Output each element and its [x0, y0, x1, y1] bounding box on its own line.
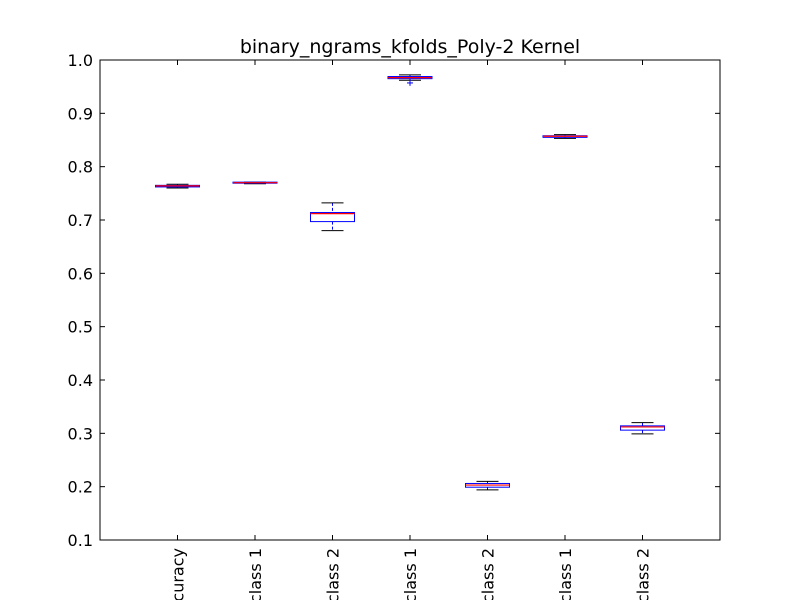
y-tick-label: 0.6 — [68, 264, 93, 283]
y-tick-label: 1.0 — [68, 51, 93, 70]
y-axis: 0.1 0.2 0.3 0.4 0.5 0.6 0.7 0.8 0.9 1.0 — [68, 51, 720, 550]
y-tick-label: 0.9 — [68, 104, 93, 123]
box-3 — [310, 202, 355, 232]
box-2 — [232, 181, 278, 185]
x-tick-label: curacy — [169, 548, 188, 600]
x-tick-label: class 2 — [324, 548, 343, 600]
x-tick-label: class 1 — [246, 548, 265, 600]
box-6 — [542, 134, 588, 139]
x-tick-label: class 1 — [401, 548, 420, 600]
box-4 — [387, 74, 433, 86]
x-tick-label: class 2 — [634, 548, 653, 600]
y-tick-label: 0.4 — [68, 371, 93, 390]
iqr-box — [310, 212, 355, 223]
box-5 — [465, 480, 510, 491]
y-tick-label: 0.1 — [68, 531, 93, 550]
plot-area — [99, 59, 721, 541]
x-axis: curacy class 1 class 2 class 1 class 2 class … — [169, 60, 653, 603]
chart-title: binary_ngrams_kfolds_Poly-2 Kernel — [240, 36, 580, 58]
box-1 — [155, 183, 200, 189]
x-tick-label: class 2 — [479, 548, 498, 600]
box-7 — [620, 422, 665, 435]
y-tick-label: 0.2 — [68, 478, 93, 497]
iqr-box — [620, 425, 665, 431]
box-series — [155, 74, 665, 491]
y-tick-label: 0.3 — [68, 424, 93, 443]
y-tick-label: 0.5 — [68, 318, 93, 337]
y-tick-label: 0.7 — [68, 211, 93, 230]
y-tick-label: 0.8 — [68, 158, 93, 177]
x-tick-label: class 1 — [556, 548, 575, 600]
